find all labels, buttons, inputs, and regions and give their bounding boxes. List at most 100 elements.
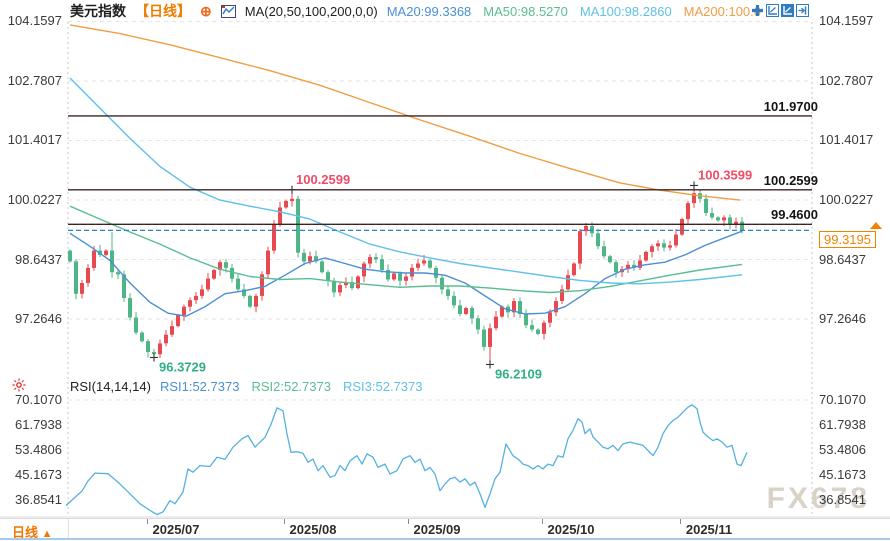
candle-body xyxy=(308,256,312,262)
candle-body xyxy=(422,260,426,264)
axis-label: 98.6437 xyxy=(15,251,62,267)
candle-body xyxy=(722,217,726,221)
axis-label: 70.1070 xyxy=(819,392,866,407)
rsi-settings-sun-icon[interactable] xyxy=(12,378,26,392)
month-tick xyxy=(680,519,681,524)
ma-line-ma20 xyxy=(69,230,743,317)
rsi-title[interactable]: RSI(14,14,14) xyxy=(70,379,151,394)
candle-body xyxy=(92,250,96,268)
candle-body xyxy=(212,270,216,279)
candle-body xyxy=(686,203,690,220)
axis-label: 36.8541 xyxy=(819,492,866,507)
axis-label: 102.7807 xyxy=(819,72,874,88)
candle-body xyxy=(464,308,468,314)
candle-body xyxy=(326,272,330,281)
candle-body xyxy=(374,257,378,260)
candle-body xyxy=(236,278,240,290)
axis-label: 53.4806 xyxy=(15,442,62,457)
candle-body xyxy=(224,262,228,268)
candle-body xyxy=(368,257,372,264)
candle-body xyxy=(674,234,678,246)
candle-body xyxy=(200,289,204,296)
ma-lines xyxy=(69,24,743,317)
candle-body xyxy=(680,219,684,235)
time-axis-bar: 日线 ▲ 2025/07 2025/08 2025/09 2025/10 2025/11 xyxy=(0,518,890,541)
exit-chart-icon[interactable] xyxy=(796,4,809,17)
axis-label: 100.0227 xyxy=(7,192,62,207)
candle-body xyxy=(644,251,648,261)
candle-body xyxy=(704,198,708,213)
candle-body xyxy=(110,250,114,273)
period-button-label: 日线 xyxy=(12,525,39,540)
period-button[interactable]: 日线 ▲ xyxy=(12,522,53,541)
candle-body xyxy=(278,207,282,225)
candle-body xyxy=(356,276,360,289)
ma-line-ma100 xyxy=(69,77,743,285)
candle-body xyxy=(566,275,570,290)
axis-label: 45.1673 xyxy=(15,467,62,482)
candle-body xyxy=(500,306,504,317)
candle-body xyxy=(74,261,78,294)
candle-body xyxy=(338,285,342,293)
candle-body xyxy=(650,246,654,252)
candle-body xyxy=(590,226,594,234)
candle-body xyxy=(428,260,432,268)
candle-body xyxy=(662,243,666,248)
candle-body xyxy=(470,308,474,319)
candle-body xyxy=(248,295,252,307)
candle-body xyxy=(518,301,522,314)
candle-body xyxy=(554,301,558,313)
candle-body xyxy=(188,300,192,307)
month-tick xyxy=(284,519,285,524)
chart-axis-icon[interactable] xyxy=(766,4,779,17)
candle-body xyxy=(524,314,528,326)
axis-label: 70.1070 xyxy=(15,392,62,407)
axis-label: 97.2646 xyxy=(819,311,866,326)
candle-body xyxy=(410,267,414,277)
candle-body xyxy=(668,245,672,248)
candle-body xyxy=(530,325,534,330)
month-tick xyxy=(408,519,409,524)
candle-body xyxy=(284,201,288,208)
candle-body xyxy=(290,198,294,201)
level-price-label: 99.4600 xyxy=(771,207,818,223)
annotation-text: 100.3599 xyxy=(698,167,752,182)
candle-body xyxy=(176,315,180,327)
gridlines xyxy=(0,20,890,518)
axis-label: 104.1597 xyxy=(819,13,874,29)
rsi-value-label: RSI1:52.7373 xyxy=(159,379,240,394)
ma-settings-label[interactable]: MA(20,50,100,200,0,0) xyxy=(244,3,378,19)
month-tick xyxy=(542,519,543,524)
pan-cross-icon[interactable] xyxy=(751,4,764,17)
candle-body xyxy=(626,264,630,270)
month-label: 2025/11 xyxy=(685,522,733,537)
candle-body xyxy=(302,252,306,262)
candle-body xyxy=(158,343,162,355)
chart-toolbar xyxy=(751,4,809,17)
indicator-settings-icon[interactable]: ⊕ xyxy=(200,2,212,19)
axis-label: 100.0227 xyxy=(819,192,874,207)
candle-body xyxy=(656,243,660,247)
candle-body xyxy=(584,226,588,232)
axis-label: 61.7938 xyxy=(819,417,866,432)
mini-chart-icon[interactable] xyxy=(220,4,236,18)
candle-body xyxy=(260,274,264,296)
candle-body xyxy=(80,283,84,294)
candle-body xyxy=(254,295,258,307)
chart-axis-filled-icon[interactable] xyxy=(781,4,794,17)
candle-body xyxy=(266,250,270,275)
candle-body xyxy=(218,262,222,270)
candle-body xyxy=(434,267,438,278)
candle-body xyxy=(638,260,642,268)
symbol-name: 美元指数 xyxy=(70,3,126,19)
candle-body xyxy=(104,250,108,255)
candle-body xyxy=(86,267,90,283)
ma-value-label: MA100:98.2860 xyxy=(579,3,672,19)
rsi-values: RSI1:52.7373 RSI2:52.7373 RSI3:52.7373 xyxy=(160,379,423,394)
month-label: 2025/10 xyxy=(547,522,595,537)
candle-body xyxy=(140,332,144,342)
month-label: 2025/07 xyxy=(152,522,200,537)
triangle-up-icon: ▲ xyxy=(41,528,53,540)
candle-body xyxy=(512,301,516,313)
